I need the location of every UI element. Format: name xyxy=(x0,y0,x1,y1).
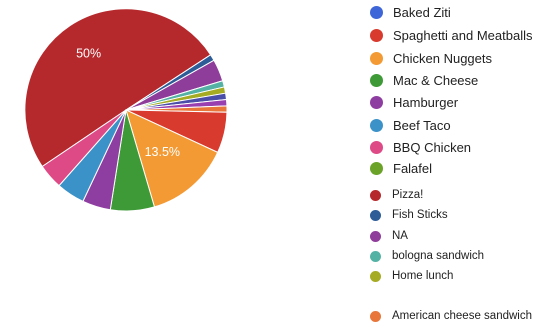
legend-swatch xyxy=(370,140,383,154)
legend-item: Hamburger xyxy=(370,92,458,112)
legend-label: Chicken Nuggets xyxy=(393,50,492,66)
legend-item: Home lunch xyxy=(370,266,453,286)
legend-item: Baked Ziti xyxy=(370,2,451,22)
legend-label: Mac & Cheese xyxy=(393,72,479,88)
legend-swatch xyxy=(370,209,381,221)
legend-label: Spaghetti and Meatballs xyxy=(393,27,533,43)
legend-label: bologna sandwich xyxy=(392,250,485,262)
legend-label: Hamburger xyxy=(393,94,459,110)
legend-swatch xyxy=(370,270,381,282)
slice-data-label: 50% xyxy=(76,47,101,61)
legend-label: Beef Taco xyxy=(393,117,451,133)
legend-swatch xyxy=(370,95,383,109)
legend-label: Home lunch xyxy=(392,270,454,282)
legend-swatch xyxy=(370,189,381,201)
legend-label: NA xyxy=(392,230,408,242)
pie-slice xyxy=(125,109,219,208)
legend-item: Pizza! xyxy=(370,185,423,205)
legend-item: Chicken Nuggets xyxy=(370,48,492,68)
legend-item: American cheese sandwich xyxy=(370,306,532,326)
legend-item: Mac & Cheese xyxy=(370,70,478,90)
legend-item: Falafel xyxy=(370,158,432,178)
legend-label: Pizza! xyxy=(392,189,424,201)
legend-item: NA xyxy=(370,226,408,246)
legend-item: Spaghetti and Meatballs xyxy=(370,25,532,45)
legend-label: BBQ Chicken xyxy=(393,139,472,155)
legend-swatch xyxy=(370,28,383,42)
slice-data-label: 13.5% xyxy=(145,145,180,159)
pie-slice xyxy=(41,109,127,187)
legend-item: BBQ Chicken xyxy=(370,137,471,157)
legend-swatch xyxy=(370,73,383,87)
legend-label: American cheese sandwich xyxy=(392,310,532,322)
legend-label: Fish Sticks xyxy=(392,209,448,221)
legend-swatch xyxy=(370,230,381,242)
legend-swatch xyxy=(370,161,383,175)
pie-slice xyxy=(24,8,212,168)
pie-chart: 50% 13.5% xyxy=(24,8,228,212)
legend-swatch xyxy=(370,250,381,262)
legend-swatch xyxy=(370,310,381,322)
legend-item: Fish Sticks xyxy=(370,205,448,225)
legend-label: Baked Ziti xyxy=(393,4,451,20)
legend-item: bologna sandwich xyxy=(370,246,484,266)
legend-swatch xyxy=(370,5,383,19)
legend-swatch xyxy=(370,51,383,65)
legend-label: Falafel xyxy=(393,160,433,176)
legend-swatch xyxy=(370,118,383,132)
legend-item: Beef Taco xyxy=(370,115,451,135)
